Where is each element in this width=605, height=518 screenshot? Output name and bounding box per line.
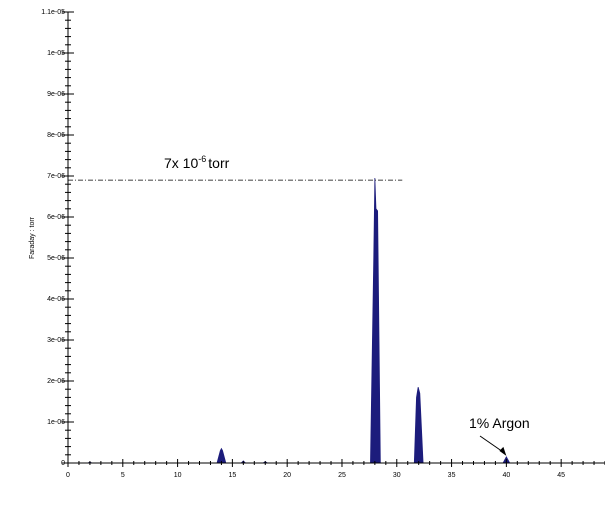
y-tick-label: 2e-06 — [47, 378, 65, 385]
x-tick-label: 10 — [174, 472, 182, 479]
argon-arrowhead — [499, 446, 507, 456]
annotation-text: 7x 10 — [164, 155, 198, 171]
y-tick-label: 1e-05 — [47, 50, 65, 57]
y-tick-label: 5e-06 — [47, 255, 65, 262]
x-tick-label: 40 — [502, 472, 510, 479]
y-tick-label: 1.1e-05 — [41, 9, 65, 16]
x-tick-label: 15 — [228, 472, 236, 479]
argon-annotation: 1% Argon — [469, 415, 530, 431]
x-tick-label: 30 — [393, 472, 401, 479]
y-tick-label: 0 — [61, 460, 65, 467]
y-tick-label: 4e-06 — [47, 296, 65, 303]
reference-annotation: 7x 10-6 torr — [164, 154, 230, 171]
y-tick-label: 3e-06 — [47, 337, 65, 344]
x-tick-label: 5 — [121, 472, 125, 479]
y-tick-label: 1e-06 — [47, 419, 65, 426]
y-tick-label: 9e-06 — [47, 91, 65, 98]
annotation-unit: torr — [208, 155, 229, 171]
annotation-superscript: -6 — [198, 154, 206, 164]
x-tick-label: 25 — [338, 472, 346, 479]
x-tick-label: 35 — [448, 472, 456, 479]
y-tick-label: 6e-06 — [47, 214, 65, 221]
x-tick-label: 20 — [283, 472, 291, 479]
y-tick-label: 7e-06 — [47, 173, 65, 180]
y-tick-label: 8e-06 — [47, 132, 65, 139]
x-tick-label: 45 — [557, 472, 565, 479]
x-tick-label: 0 — [66, 472, 70, 479]
y-axis-label: Faraday : torr — [29, 216, 36, 259]
